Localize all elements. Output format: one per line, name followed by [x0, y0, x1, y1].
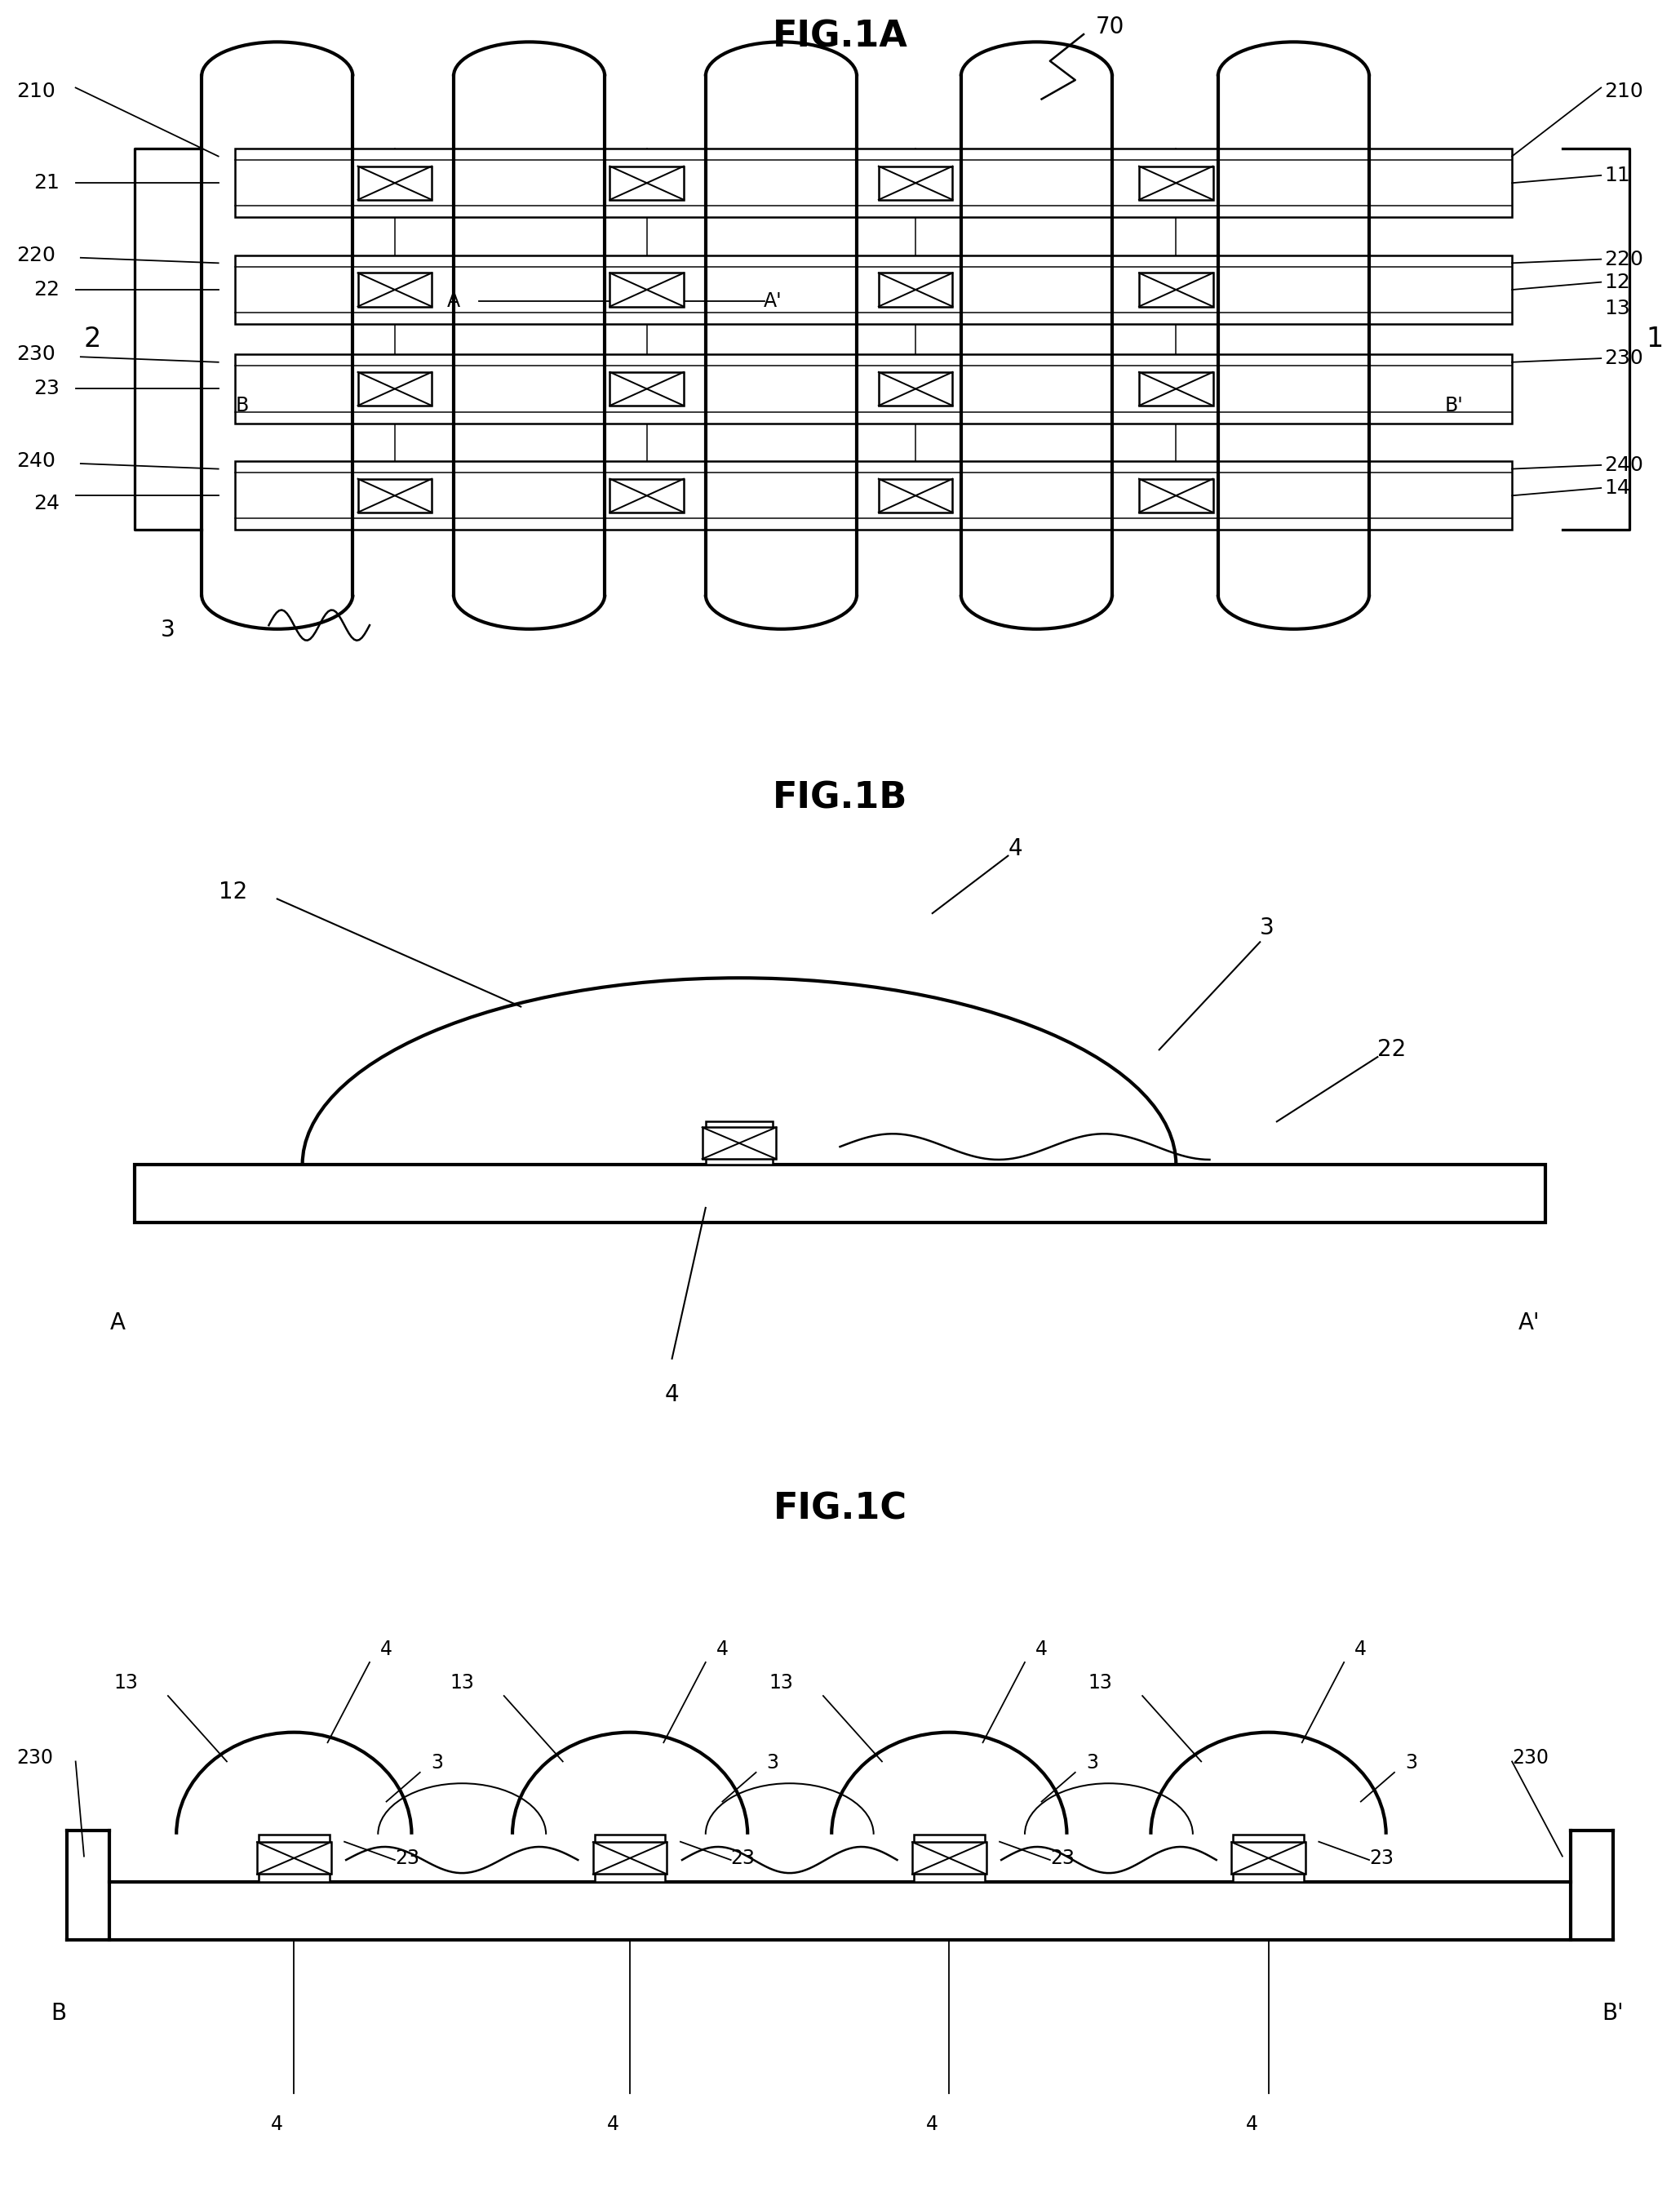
Text: 23: 23 — [395, 1848, 420, 1867]
Polygon shape — [1231, 1843, 1305, 1874]
Text: 14: 14 — [1604, 477, 1630, 497]
Text: 4: 4 — [270, 2115, 284, 2135]
Polygon shape — [610, 274, 684, 307]
Polygon shape — [912, 1843, 986, 1874]
Text: FIG.1A: FIG.1A — [773, 20, 907, 55]
Text: 3: 3 — [430, 1753, 444, 1772]
Polygon shape — [257, 1843, 331, 1874]
Text: B: B — [50, 2002, 67, 2024]
Text: 4: 4 — [380, 1640, 393, 1660]
Polygon shape — [109, 1883, 1571, 1940]
Text: 23: 23 — [1369, 1848, 1394, 1867]
Text: B': B' — [1445, 396, 1463, 415]
Text: B: B — [235, 396, 249, 415]
Text: 4: 4 — [926, 2115, 939, 2135]
Polygon shape — [1139, 371, 1213, 407]
Text: A: A — [109, 1311, 126, 1335]
Text: FIG.1C: FIG.1C — [773, 1492, 907, 1527]
Polygon shape — [358, 166, 432, 199]
Text: 4: 4 — [1245, 2115, 1258, 2135]
Polygon shape — [879, 371, 953, 407]
Text: 3: 3 — [766, 1753, 780, 1772]
Text: 4: 4 — [1008, 838, 1023, 860]
Text: 13: 13 — [450, 1673, 474, 1693]
Polygon shape — [1139, 274, 1213, 307]
Polygon shape — [702, 1127, 776, 1158]
Text: 4: 4 — [665, 1383, 679, 1406]
Text: 11: 11 — [1604, 166, 1630, 186]
Text: 4: 4 — [716, 1640, 729, 1660]
Polygon shape — [1139, 166, 1213, 199]
Polygon shape — [259, 1834, 329, 1883]
Text: 230: 230 — [1604, 349, 1643, 369]
Text: 220: 220 — [17, 245, 55, 265]
Text: 22: 22 — [34, 281, 60, 301]
Text: 210: 210 — [1604, 82, 1643, 102]
Polygon shape — [358, 274, 432, 307]
Polygon shape — [134, 1165, 1546, 1222]
Text: 240: 240 — [17, 451, 55, 471]
Text: B': B' — [1603, 2002, 1623, 2024]
Text: 4: 4 — [1035, 1640, 1048, 1660]
Polygon shape — [610, 166, 684, 199]
Polygon shape — [879, 274, 953, 307]
Text: 3: 3 — [161, 619, 175, 641]
Text: 3: 3 — [1260, 917, 1275, 939]
Polygon shape — [235, 148, 1512, 217]
Text: 23: 23 — [1050, 1848, 1075, 1867]
Text: 4: 4 — [1354, 1640, 1368, 1660]
Polygon shape — [358, 371, 432, 407]
Text: 3: 3 — [1404, 1753, 1418, 1772]
Text: 3: 3 — [1085, 1753, 1099, 1772]
Polygon shape — [358, 480, 432, 513]
Polygon shape — [610, 371, 684, 407]
Text: 22: 22 — [1378, 1039, 1406, 1061]
Polygon shape — [235, 462, 1512, 530]
Text: 21: 21 — [34, 172, 59, 192]
Polygon shape — [610, 480, 684, 513]
Text: 70: 70 — [1095, 15, 1124, 38]
Polygon shape — [235, 354, 1512, 422]
Polygon shape — [879, 166, 953, 199]
Polygon shape — [879, 480, 953, 513]
Polygon shape — [914, 1834, 984, 1883]
Text: 4: 4 — [606, 2115, 620, 2135]
Text: A: A — [447, 292, 460, 312]
Text: 23: 23 — [34, 380, 59, 398]
Text: 220: 220 — [1604, 250, 1643, 270]
Text: 24: 24 — [34, 493, 60, 513]
Text: 210: 210 — [17, 82, 55, 102]
Polygon shape — [1233, 1834, 1304, 1883]
Text: 13: 13 — [114, 1673, 138, 1693]
Text: 240: 240 — [1604, 455, 1643, 475]
Polygon shape — [1139, 480, 1213, 513]
Text: 13: 13 — [769, 1673, 793, 1693]
Text: 2: 2 — [84, 325, 101, 354]
Text: FIG.1B: FIG.1B — [773, 780, 907, 815]
Polygon shape — [706, 1120, 773, 1165]
Text: 23: 23 — [731, 1848, 756, 1867]
Text: 12: 12 — [218, 880, 247, 904]
Polygon shape — [593, 1843, 667, 1874]
Text: A': A' — [1519, 1311, 1539, 1335]
Text: 13: 13 — [1604, 298, 1630, 318]
Text: 12: 12 — [1604, 272, 1630, 292]
Text: 13: 13 — [1089, 1673, 1112, 1693]
Text: A': A' — [764, 292, 781, 312]
Text: 230: 230 — [17, 345, 55, 365]
Polygon shape — [235, 256, 1512, 325]
Polygon shape — [595, 1834, 665, 1883]
Text: 1: 1 — [1646, 325, 1663, 354]
Text: 230: 230 — [1512, 1748, 1549, 1768]
Text: 230: 230 — [17, 1748, 54, 1768]
